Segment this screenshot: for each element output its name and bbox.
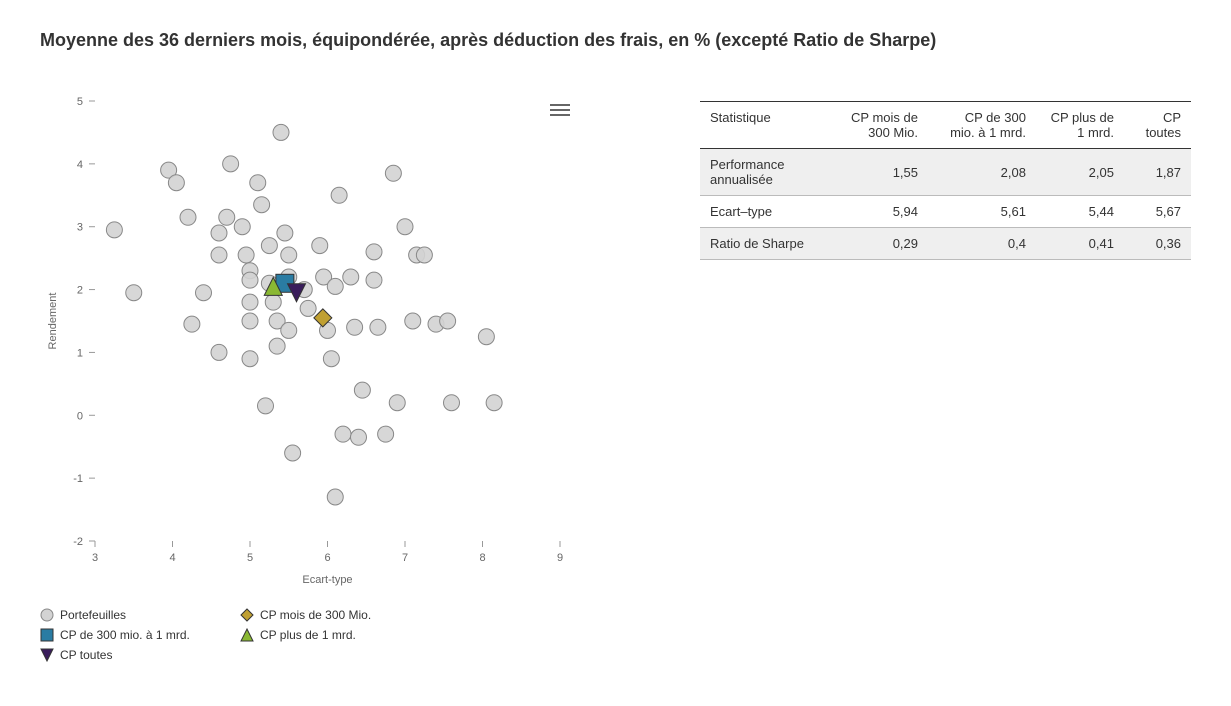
table-cell-value: 0,36 <box>1124 228 1191 260</box>
table-header-col: CP toutes <box>1124 102 1191 149</box>
table-row: Ratio de Sharpe0,290,40,410,36 <box>700 228 1191 260</box>
table-cell-value: 5,67 <box>1124 196 1191 228</box>
table-column: Statistique CP mois de 300 Mio. CP de 30… <box>700 91 1191 260</box>
table-cell-label: Ratio de Sharpe <box>700 228 830 260</box>
legend-item-portfolios[interactable]: Portefeuilles <box>40 608 200 622</box>
svg-text:Ecart-type: Ecart-type <box>302 574 352 586</box>
svg-text:4: 4 <box>169 552 175 564</box>
svg-text:1: 1 <box>77 347 83 359</box>
chart-svg: 3 4 5 6 7 8 9 -2 -1 0 1 2 3 4 5 Ecart-type Rendement <box>40 91 580 591</box>
table-cell-value: 0,29 <box>830 228 928 260</box>
svg-text:8: 8 <box>479 552 485 564</box>
legend-item-cp-300-1000[interactable]: CP de 300 mio. à 1 mrd. <box>40 628 200 642</box>
table-header-col: CP mois de 300 Mio. <box>830 102 928 149</box>
table-cell-value: 0,4 <box>928 228 1036 260</box>
svg-text:Rendement: Rendement <box>47 293 59 350</box>
stats-table: Statistique CP mois de 300 Mio. CP de 30… <box>700 101 1191 260</box>
chart-menu-icon[interactable] <box>550 101 570 117</box>
chart-legend: Portefeuilles CP mois de 300 Mio. CP de … <box>40 608 580 662</box>
legend-item-cp-all[interactable]: CP toutes <box>40 648 200 662</box>
legend-label: CP toutes <box>60 648 112 662</box>
table-cell-value: 1,87 <box>1124 149 1191 196</box>
svg-text:-2: -2 <box>73 536 83 548</box>
table-cell-value: 2,08 <box>928 149 1036 196</box>
svg-text:-1: -1 <box>73 473 83 485</box>
table-cell-label: Ecart–type <box>700 196 830 228</box>
table-row: Ecart–type5,945,615,445,67 <box>700 196 1191 228</box>
table-header-col: CP de 300 mio. à 1 mrd. <box>928 102 1036 149</box>
svg-text:3: 3 <box>92 552 98 564</box>
table-cell-value: 5,44 <box>1036 196 1124 228</box>
page-title: Moyenne des 36 derniers mois, équipondér… <box>40 30 1191 51</box>
content-row: 3 4 5 6 7 8 9 -2 -1 0 1 2 3 4 5 Ecart-type Rendement Por… <box>40 91 1191 668</box>
legend-label: CP mois de 300 Mio. <box>260 608 371 622</box>
table-cell-value: 5,94 <box>830 196 928 228</box>
chart-column: 3 4 5 6 7 8 9 -2 -1 0 1 2 3 4 5 Ecart-type Rendement Por… <box>40 91 580 668</box>
table-cell-value: 2,05 <box>1036 149 1124 196</box>
table-header-row: Statistique CP mois de 300 Mio. CP de 30… <box>700 102 1191 149</box>
legend-label: CP de 300 mio. à 1 mrd. <box>60 628 190 642</box>
svg-text:4: 4 <box>77 159 83 171</box>
triangle-down-icon <box>40 648 54 662</box>
table-row: Performance annualisée1,552,082,051,87 <box>700 149 1191 196</box>
table-header-col: CP plus de 1 mrd. <box>1036 102 1124 149</box>
legend-label: CP plus de 1 mrd. <box>260 628 356 642</box>
triangle-up-icon <box>240 628 254 642</box>
svg-text:7: 7 <box>402 552 408 564</box>
svg-text:5: 5 <box>247 552 253 564</box>
circle-icon <box>40 608 54 622</box>
table-cell-value: 0,41 <box>1036 228 1124 260</box>
table-cell-value: 1,55 <box>830 149 928 196</box>
svg-text:0: 0 <box>77 410 83 422</box>
svg-text:2: 2 <box>77 285 83 297</box>
svg-text:6: 6 <box>324 552 330 564</box>
legend-item-cp-lt300[interactable]: CP mois de 300 Mio. <box>240 608 400 622</box>
table-cell-label: Performance annualisée <box>700 149 830 196</box>
legend-item-cp-gt1000[interactable]: CP plus de 1 mrd. <box>240 628 400 642</box>
scatter-chart: 3 4 5 6 7 8 9 -2 -1 0 1 2 3 4 5 Ecart-type Rendement <box>40 91 580 596</box>
square-icon <box>40 628 54 642</box>
svg-text:5: 5 <box>77 96 83 108</box>
svg-text:9: 9 <box>557 552 563 564</box>
table-cell-value: 5,61 <box>928 196 1036 228</box>
legend-label: Portefeuilles <box>60 608 126 622</box>
svg-text:3: 3 <box>77 222 83 234</box>
table-header-stat: Statistique <box>700 102 830 149</box>
diamond-icon <box>240 608 254 622</box>
